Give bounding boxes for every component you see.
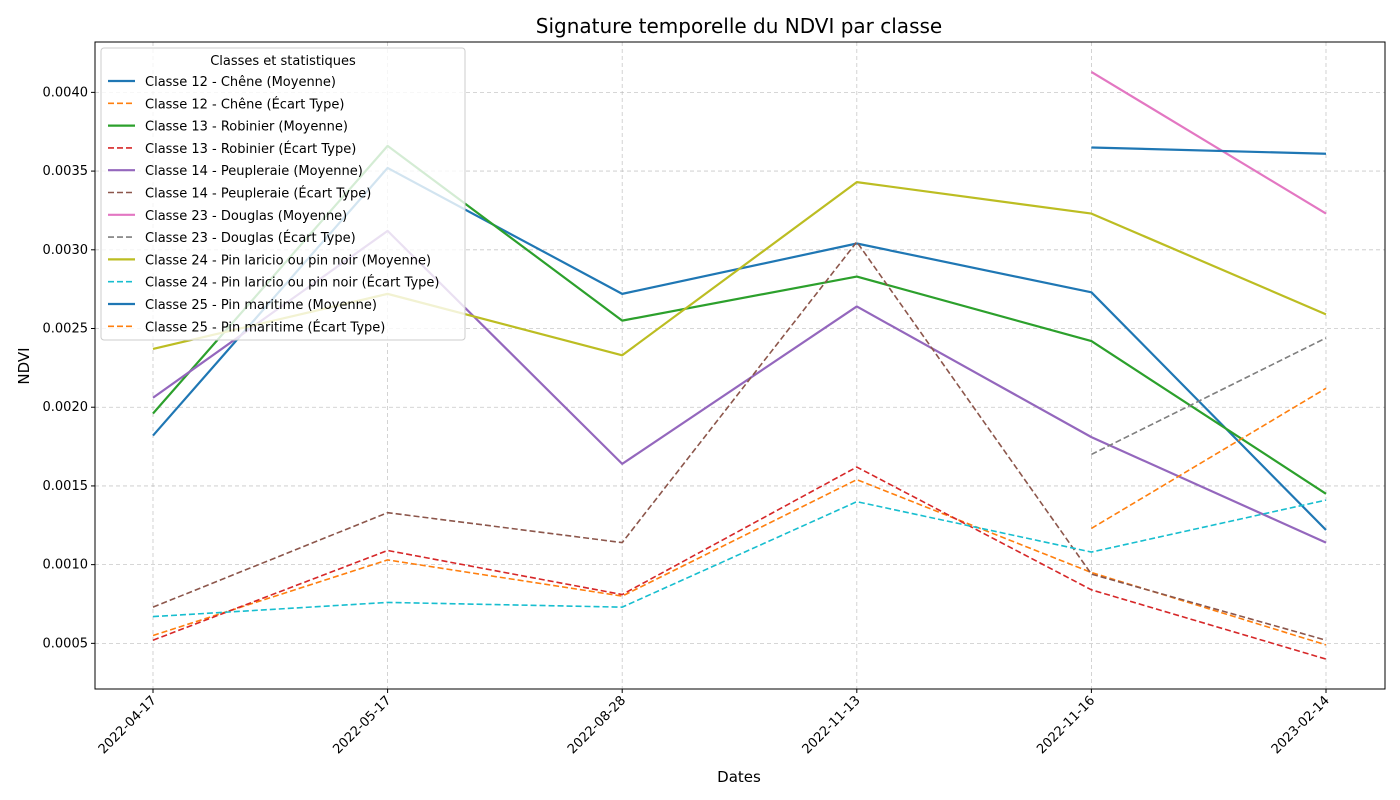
series-path xyxy=(152,466,1327,660)
plot-frame xyxy=(94,41,1386,690)
series-path xyxy=(1091,146,1327,155)
series-line xyxy=(1091,337,1327,456)
series-line xyxy=(152,241,1327,641)
y-tick-label: 0.0015 xyxy=(43,479,89,494)
series-path xyxy=(1090,387,1327,530)
y-tick-label: 0.0040 xyxy=(43,85,89,100)
y-tick-label: 0.0030 xyxy=(43,243,89,258)
legend-label: Classe 13 - Robinier (Moyenne) xyxy=(145,120,348,135)
legend-title: Classes et statistiques xyxy=(210,54,356,69)
series-path xyxy=(1091,337,1327,456)
legend-item: Classe 23 - Douglas (Moyenne) xyxy=(108,209,347,224)
legend-item: Classe 24 - Pin laricio ou pin noir (Éca… xyxy=(108,275,440,291)
legend-label: Classe 24 - Pin laricio ou pin noir (Éca… xyxy=(145,275,440,291)
legend-label: Classe 14 - Peupleraie (Moyenne) xyxy=(145,164,363,179)
legend-item: Classe 13 - Robinier (Moyenne) xyxy=(108,120,348,135)
x-axis-label: Dates xyxy=(717,768,761,786)
legend-label: Classe 12 - Chêne (Écart Type) xyxy=(145,96,344,112)
y-axis: 0.0005 0.0010 0.0015 0.0020 0.0025 0.0030 0.00… xyxy=(43,85,95,651)
legend: Classes et statistiques Classe 12 - Chên… xyxy=(100,47,466,341)
legend-box xyxy=(100,47,466,341)
legend-item: Classe 25 - Pin maritime (Moyenne) xyxy=(108,298,377,313)
legend-item: Classe 14 - Peupleraie (Écart Type) xyxy=(108,186,371,202)
legend-label: Classe 25 - Pin maritime (Moyenne) xyxy=(145,298,377,313)
series-line xyxy=(152,466,1327,660)
series-line xyxy=(1091,146,1327,155)
y-axis-label: NDVI xyxy=(15,347,33,384)
legend-item: Classe 13 - Robinier (Écart Type) xyxy=(108,141,356,157)
series-path xyxy=(152,499,1327,618)
legend-label: Classe 13 - Robinier (Écart Type) xyxy=(145,141,356,157)
series-path xyxy=(1090,70,1327,215)
grid-lines xyxy=(95,42,1385,689)
legend-item: Classe 24 - Pin laricio ou pin noir (Moy… xyxy=(108,253,431,268)
legend-item: Classe 23 - Douglas (Écart Type) xyxy=(108,230,356,246)
series-line xyxy=(152,499,1327,618)
legend-label: Classe 23 - Douglas (Moyenne) xyxy=(145,209,347,224)
y-tick-label: 0.0020 xyxy=(43,400,89,415)
legend-item: Classe 25 - Pin maritime (Écart Type) xyxy=(108,319,385,335)
legend-item: Classe 12 - Chêne (Moyenne) xyxy=(108,75,336,90)
series-line xyxy=(1090,387,1327,530)
series-line xyxy=(1090,70,1327,215)
legend-label: Classe 25 - Pin maritime (Écart Type) xyxy=(145,319,385,335)
y-tick-label: 0.0010 xyxy=(43,558,89,573)
legend-label: Classe 12 - Chêne (Moyenne) xyxy=(145,75,336,90)
y-tick-label: 0.0005 xyxy=(43,636,89,651)
legend-item: Classe 14 - Peupleraie (Moyenne) xyxy=(108,164,363,179)
legend-label: Classe 24 - Pin laricio ou pin noir (Moy… xyxy=(145,253,431,268)
series-path xyxy=(152,241,1327,641)
legend-label: Classe 23 - Douglas (Écart Type) xyxy=(145,230,356,246)
y-tick-label: 0.0025 xyxy=(43,322,89,337)
y-tick-label: 0.0035 xyxy=(43,164,89,179)
chart-title: Signature temporelle du NDVI par classe xyxy=(536,14,942,38)
legend-item: Classe 12 - Chêne (Écart Type) xyxy=(108,96,344,112)
legend-label: Classe 14 - Peupleraie (Écart Type) xyxy=(145,186,371,202)
